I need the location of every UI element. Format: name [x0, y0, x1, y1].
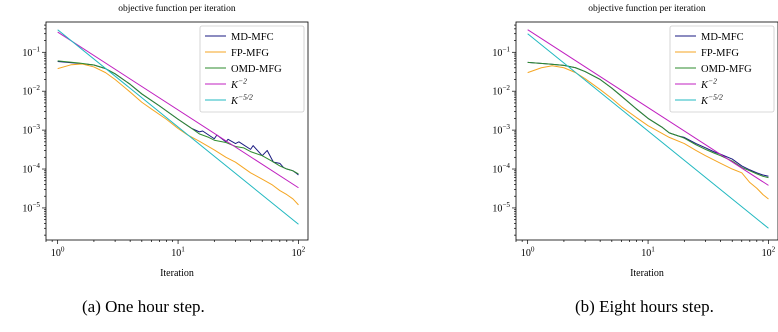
- y-tick-label: 10−1: [492, 45, 510, 59]
- legend-label: OMD-MFG: [231, 64, 282, 75]
- legend-label: OMD-MFG: [701, 64, 752, 75]
- chart-title: objective function per iteration: [588, 3, 706, 14]
- plot-frame: [45, 21, 309, 241]
- series-line-k-2-: [527, 29, 769, 186]
- legend-label: K−2: [230, 76, 247, 91]
- x-axis-label: Iteration: [160, 268, 194, 279]
- chart-panel-a: objective function per iteration 100 101 10…: [22, 3, 309, 279]
- x-tick-label: 101: [641, 246, 655, 260]
- series-group: [57, 29, 299, 225]
- series-line-k-2-: [57, 31, 299, 189]
- series-line-omd-mfg: [527, 61, 769, 179]
- x-tick-label: 100: [51, 246, 65, 260]
- caption-b: (b) Eight hours step.: [575, 297, 714, 316]
- y-tick-label: 10−2: [22, 84, 40, 98]
- series-group: [527, 29, 769, 229]
- x-tick-label: 102: [292, 246, 306, 260]
- legend-label: K−5/2: [700, 92, 723, 107]
- legend-label: K−2: [700, 76, 717, 91]
- x-axis-label: Iteration: [630, 268, 664, 279]
- series-line-fp-mfg: [527, 65, 769, 200]
- chart-panel-b: objective function per iteration 100 101 10…: [492, 3, 778, 279]
- legend-label: MD-MFC: [701, 32, 744, 43]
- chart-title: objective function per iteration: [118, 3, 236, 14]
- plot-frame: [515, 21, 778, 241]
- y-tick-label: 10−3: [492, 123, 510, 137]
- series-line-k-5-2-: [57, 29, 299, 225]
- x-tick-label: 101: [171, 246, 185, 260]
- legend-label: MD-MFC: [231, 32, 274, 43]
- y-tick-label: 10−4: [492, 162, 510, 176]
- x-tick-label: 100: [521, 246, 535, 260]
- legend-label: FP-MFG: [231, 48, 269, 59]
- series-line-k-5-2-: [527, 33, 769, 229]
- legend-box: [199, 25, 305, 113]
- caption-a: (a) One hour step.: [82, 297, 205, 316]
- y-tick-label: 10−5: [22, 201, 40, 215]
- y-tick-label: 10−4: [22, 162, 40, 176]
- y-tick-label: 10−3: [22, 123, 40, 137]
- x-tick-label: 102: [762, 246, 776, 260]
- legend-box: [669, 25, 775, 113]
- y-tick-label: 10−1: [22, 45, 40, 59]
- series-line-omd-mfg: [57, 60, 299, 175]
- legend-label: FP-MFG: [701, 48, 739, 59]
- legend-label: K−5/2: [230, 92, 253, 107]
- y-tick-label: 10−5: [492, 201, 510, 215]
- y-tick-label: 10−2: [492, 84, 510, 98]
